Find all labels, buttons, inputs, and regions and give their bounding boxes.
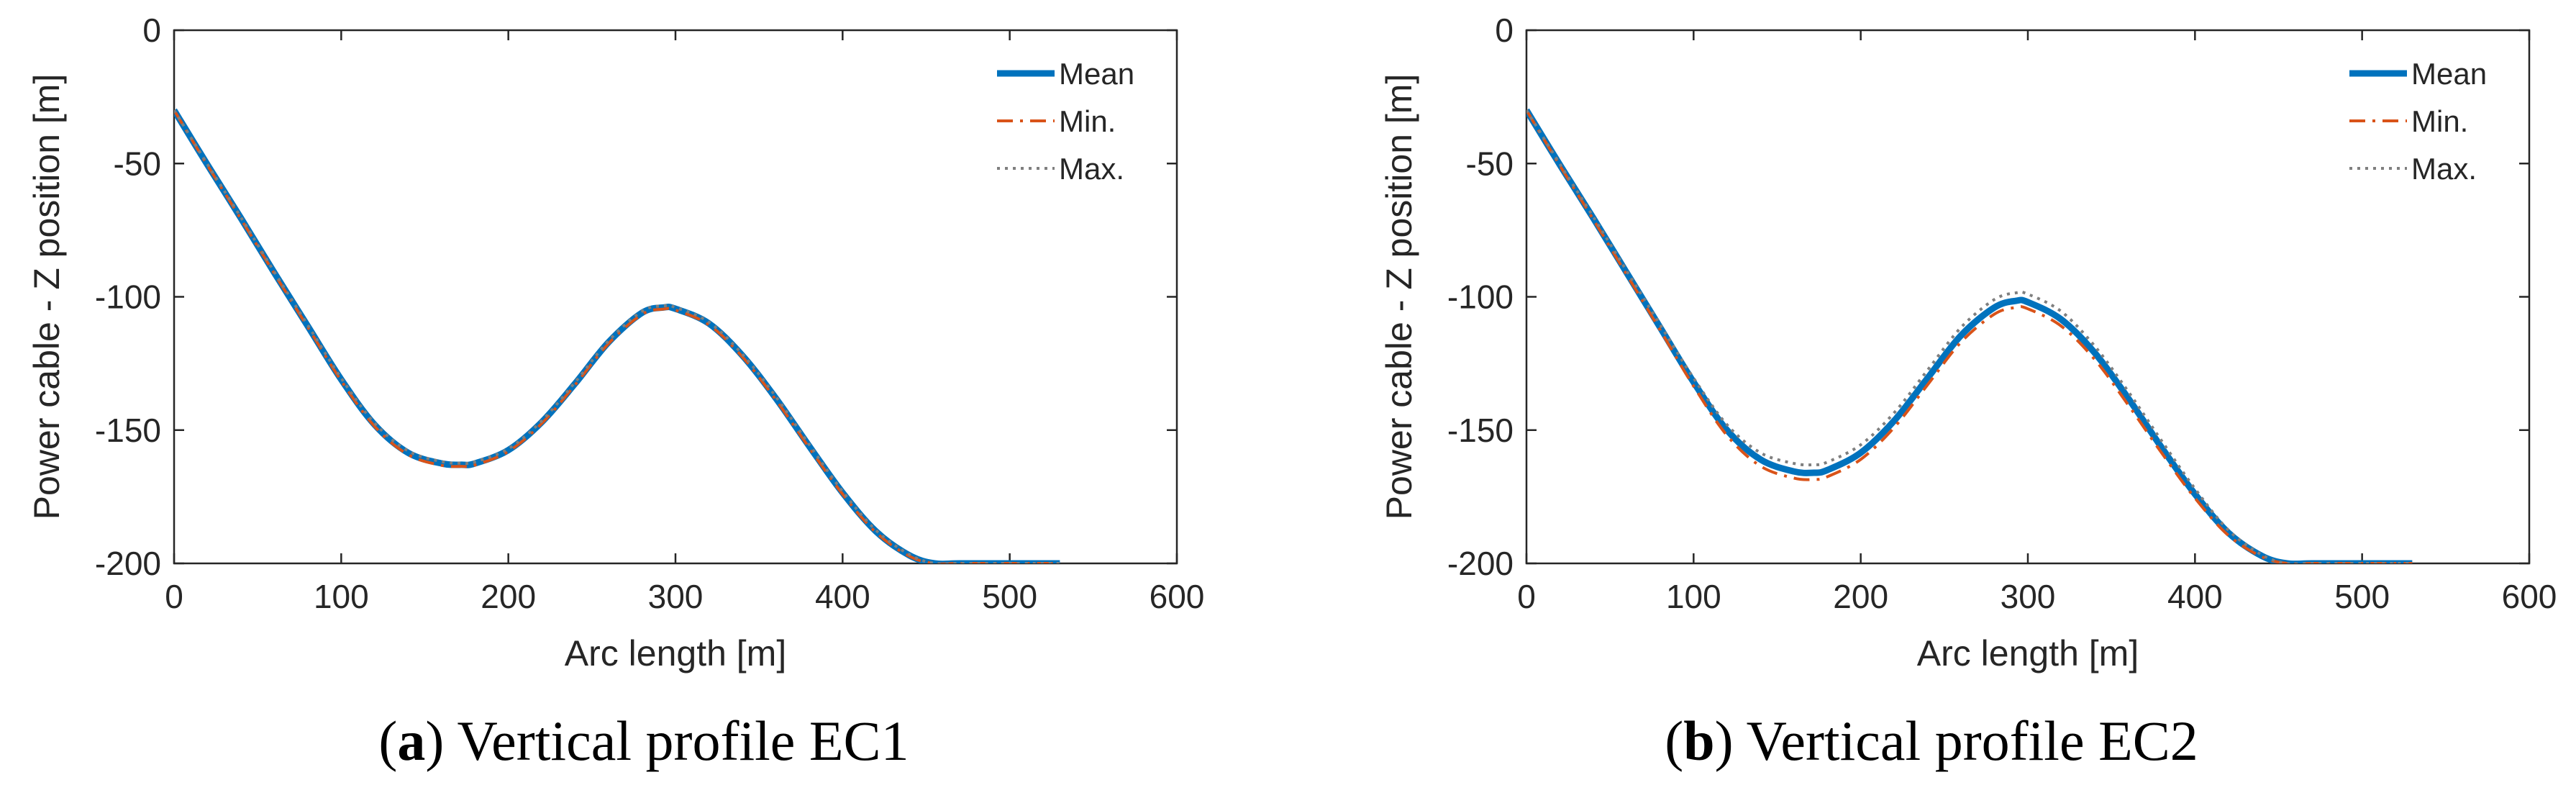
chart-b: 0 100 200 300 400 500 600 0 -50 -100 -150 -200 Arc l… [1379,12,2557,673]
x-tick-label: 600 [1150,578,1205,615]
legend-label: Max. [2411,152,2477,186]
x-tick-label: 400 [815,578,870,615]
x-tick-label: 300 [648,578,704,615]
legend-label: Mean [1059,57,1134,91]
series-line-min [174,109,1060,563]
series-line-mean [1526,108,2413,563]
plot-area [1525,29,2531,565]
legend: Mean Min. Max. [997,57,1134,186]
y-tick-label: -200 [1447,545,1514,582]
x-tick-label: 100 [314,578,369,615]
x-tick-label: 0 [165,578,183,615]
x-axis-label: Arc length [m] [1917,633,2139,673]
legend-label: Min. [2411,104,2468,138]
y-tick-label: 0 [142,12,161,49]
x-tick-label: 100 [1666,578,1721,615]
plot-area [173,29,1178,565]
x-tick-label: 200 [1833,578,1888,615]
legend-label: Min. [1059,104,1116,138]
x-tick-label: 600 [2502,578,2557,615]
y-tick-label: -100 [95,278,161,316]
caption-a-text: Vertical profile EC1 [457,709,909,772]
y-tick-label: -50 [1466,145,1514,182]
series-group [174,108,1060,563]
legend-label: Max. [1059,152,1124,186]
caption-b-letter: b [1683,709,1715,772]
x-axis-label: Arc length [m] [565,633,786,673]
caption-b-text: Vertical profile EC2 [1746,709,2198,772]
series-line-max [1526,109,2413,563]
y-tick-label: 0 [1495,12,1514,49]
x-tick-label: 0 [1517,578,1536,615]
x-tick-label: 500 [2334,578,2390,615]
series-group [1526,108,2413,563]
x-tick-label: 500 [982,578,1037,615]
caption-b: (b) Vertical profile EC2 [1665,709,2198,772]
x-tick-label: 400 [2167,578,2223,615]
y-tick-label: -100 [1447,278,1514,316]
x-tick-label: 300 [2001,578,2056,615]
caption-a-letter: a [397,709,426,772]
y-tick-label: -150 [1447,412,1514,449]
caption-a: (a) Vertical profile EC1 [378,709,909,772]
y-tick-label: -50 [114,145,161,182]
chart-a: 0 100 200 300 400 500 600 0 -50 -100 -150 -200 Arc l… [27,12,1204,673]
legend-label: Mean [2411,57,2487,91]
y-axis-label: Power cable - Z position [m] [27,74,67,520]
legend: Mean Min. Max. [2349,57,2487,186]
y-axis-label: Power cable - Z position [m] [1379,74,1419,520]
y-tick-label: -200 [95,545,161,582]
y-tick-label: -150 [95,412,161,449]
series-line-min [1526,109,2413,563]
x-tick-label: 200 [481,578,536,615]
